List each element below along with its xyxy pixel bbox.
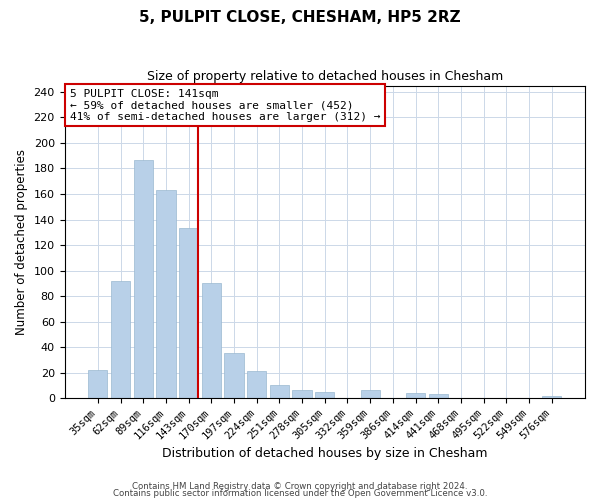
Bar (202, 284, 221, 398)
Bar (111, 281, 130, 398)
Bar (292, 390, 312, 398)
Bar (88, 370, 107, 398)
Text: Contains public sector information licensed under the Open Government Licence v3: Contains public sector information licen… (113, 490, 487, 498)
Title: Size of property relative to detached houses in Chesham: Size of property relative to detached ho… (146, 70, 503, 83)
Bar (270, 386, 289, 398)
Bar (224, 354, 244, 398)
Bar (247, 372, 266, 398)
Bar (179, 228, 198, 398)
Bar (542, 396, 562, 398)
Y-axis label: Number of detached properties: Number of detached properties (15, 149, 28, 335)
X-axis label: Distribution of detached houses by size in Chesham: Distribution of detached houses by size … (162, 447, 488, 460)
Bar (406, 393, 425, 398)
Text: 5, PULPIT CLOSE, CHESHAM, HP5 2RZ: 5, PULPIT CLOSE, CHESHAM, HP5 2RZ (139, 10, 461, 25)
Text: Contains HM Land Registry data © Crown copyright and database right 2024.: Contains HM Land Registry data © Crown c… (132, 482, 468, 491)
Bar (428, 394, 448, 398)
Bar (134, 160, 153, 398)
Bar (315, 392, 334, 398)
Bar (361, 390, 380, 398)
Text: 5 PULPIT CLOSE: 141sqm
← 59% of detached houses are smaller (452)
41% of semi-de: 5 PULPIT CLOSE: 141sqm ← 59% of detached… (70, 88, 380, 122)
Bar (156, 190, 176, 398)
